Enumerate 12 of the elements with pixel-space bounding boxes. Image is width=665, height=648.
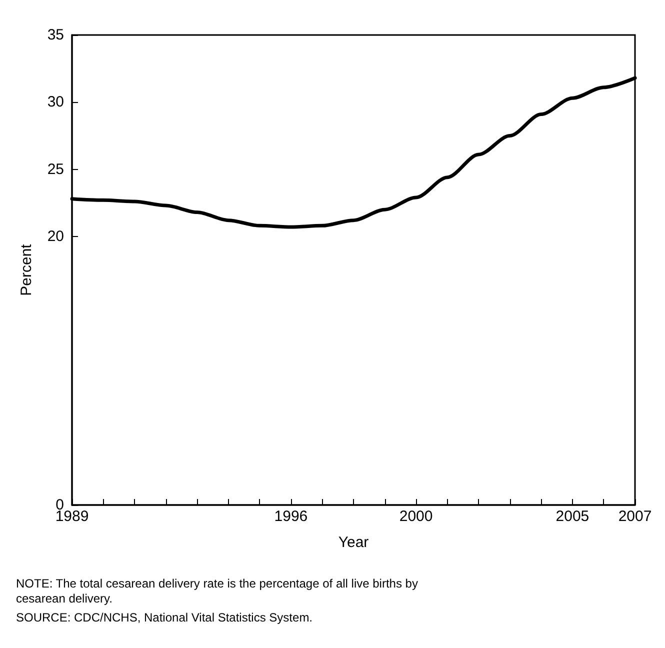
y-tick-label: 30 <box>47 94 64 111</box>
source-note: SOURCE: CDC/NCHS, National Vital Statistics System. <box>16 610 313 624</box>
y-axis-title: Percent <box>18 243 35 296</box>
text: NOTE: The total cesarean delivery rate is the percentage of all live births by cesarean delivery. <box>16 576 422 606</box>
x-tick-label: 2000 <box>399 508 433 525</box>
x-tick-label: 2007 <box>618 508 652 525</box>
y-tick-label: 20 <box>47 228 64 245</box>
y-tick-label: 35 <box>47 26 64 44</box>
x-tick-label: 2005 <box>556 508 590 525</box>
y-tick-label: 25 <box>47 160 64 178</box>
x-axis-title: Year <box>338 534 369 551</box>
x-tick-label: 1996 <box>274 508 308 525</box>
